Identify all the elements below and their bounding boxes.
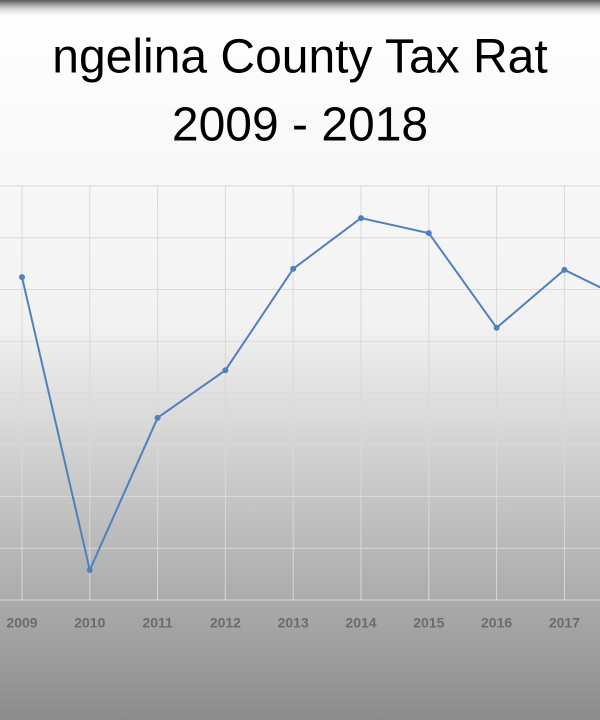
chart-subtitle: 2009 - 2018 [172, 99, 428, 152]
point [222, 367, 229, 374]
point [493, 324, 500, 331]
x-tick-label: 2012 [210, 615, 241, 631]
x-tick-label: 2015 [413, 615, 444, 631]
x-tick-label: 2013 [278, 615, 309, 631]
point [154, 414, 161, 421]
point [358, 215, 364, 222]
line [21, 217, 600, 574]
point [561, 266, 568, 273]
top-band [0, 0, 600, 18]
point [290, 265, 297, 272]
point [86, 566, 93, 573]
point [19, 274, 25, 281]
point [425, 230, 432, 237]
x-tick-label: 2009 [6, 615, 37, 631]
x-tick-label: 2017 [549, 615, 580, 631]
chart-title: ngelina County Tax Rat [52, 31, 547, 84]
x-tick-label: 2011 [142, 615, 173, 631]
x-tick-label: 2016 [481, 615, 512, 631]
x-tick-label: 2010 [74, 615, 105, 631]
x-tick-label: 2014 [345, 615, 376, 631]
